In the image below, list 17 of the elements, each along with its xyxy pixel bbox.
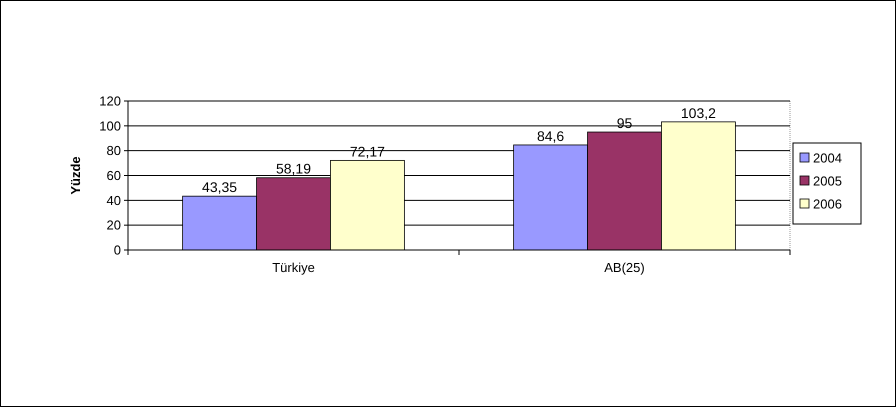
y-tick-label: 40 bbox=[106, 192, 121, 208]
y-tick-label: 60 bbox=[106, 168, 121, 184]
data-label: 43,35 bbox=[202, 179, 238, 196]
y-axis-title: Yüzde bbox=[68, 156, 83, 195]
y-tick-label: 80 bbox=[106, 143, 121, 158]
legend-label: 2005 bbox=[813, 174, 842, 189]
y-tick-label: 120 bbox=[99, 94, 121, 109]
data-label: 58,19 bbox=[276, 160, 312, 177]
y-tick-label: 0 bbox=[114, 242, 121, 258]
y-tick-label: 100 bbox=[99, 118, 121, 134]
data-label: 84,6 bbox=[536, 128, 564, 144]
legend-label: 2004 bbox=[813, 150, 842, 166]
data-label: 103,2 bbox=[680, 104, 716, 121]
y-tick-label: 20 bbox=[106, 218, 121, 233]
legend-label: 2006 bbox=[813, 196, 842, 212]
x-tick-label: AB(25) bbox=[604, 260, 645, 275]
x-tick-label: Türkiye bbox=[272, 260, 315, 275]
